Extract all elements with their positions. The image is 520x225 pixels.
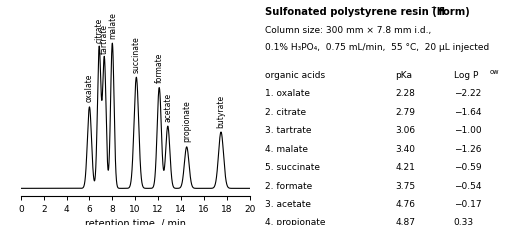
Text: Column size: 300 mm × 7.8 mm i.d.,: Column size: 300 mm × 7.8 mm i.d.,: [265, 26, 432, 35]
Text: +: +: [431, 5, 437, 11]
Text: oxalate: oxalate: [85, 74, 94, 102]
Text: 4. propionate: 4. propionate: [265, 218, 326, 225]
Text: 4.76: 4.76: [395, 200, 415, 209]
Text: propionate: propionate: [182, 101, 191, 142]
X-axis label: retention time  / min: retention time / min: [85, 219, 186, 225]
Text: Sulfonated polystyrene resin (H: Sulfonated polystyrene resin (H: [265, 7, 445, 17]
Text: −2.22: −2.22: [453, 89, 481, 98]
Text: 3.06: 3.06: [395, 126, 415, 135]
Text: 2.28: 2.28: [395, 89, 415, 98]
Text: 3.75: 3.75: [395, 182, 415, 191]
Text: succinate: succinate: [132, 36, 141, 73]
Text: 2.79: 2.79: [395, 108, 415, 117]
Text: Log P: Log P: [453, 71, 478, 80]
Text: 3. tartrate: 3. tartrate: [265, 126, 311, 135]
Text: butyrate: butyrate: [216, 94, 226, 128]
Text: malate: malate: [108, 12, 117, 39]
Text: acetate: acetate: [163, 92, 172, 122]
Text: ow: ow: [490, 69, 499, 75]
Text: −1.26: −1.26: [453, 145, 481, 154]
Text: 3.40: 3.40: [395, 145, 415, 154]
Text: 4. malate: 4. malate: [265, 145, 308, 154]
Text: formate: formate: [155, 53, 164, 83]
Text: −1.64: −1.64: [453, 108, 481, 117]
Text: tartrate: tartrate: [100, 23, 109, 54]
Text: −1.00: −1.00: [453, 126, 482, 135]
Text: 0.33: 0.33: [453, 218, 474, 225]
Text: 3. acetate: 3. acetate: [265, 200, 311, 209]
Text: 5. succinate: 5. succinate: [265, 163, 320, 172]
Text: pKa: pKa: [395, 71, 412, 80]
Text: form): form): [435, 7, 470, 17]
Text: 0.1% H₃PO₄,  0.75 mL/min,  55 °C,  20 μL injected: 0.1% H₃PO₄, 0.75 mL/min, 55 °C, 20 μL in…: [265, 43, 489, 52]
Text: −0.59: −0.59: [453, 163, 482, 172]
Text: −0.54: −0.54: [453, 182, 481, 191]
Text: citrate: citrate: [95, 18, 103, 43]
Text: organic acids: organic acids: [265, 71, 326, 80]
Text: 2. citrate: 2. citrate: [265, 108, 306, 117]
Text: 4.87: 4.87: [395, 218, 415, 225]
Text: 2. formate: 2. formate: [265, 182, 313, 191]
Text: 1. oxalate: 1. oxalate: [265, 89, 310, 98]
Text: 4.21: 4.21: [395, 163, 415, 172]
Text: −0.17: −0.17: [453, 200, 482, 209]
